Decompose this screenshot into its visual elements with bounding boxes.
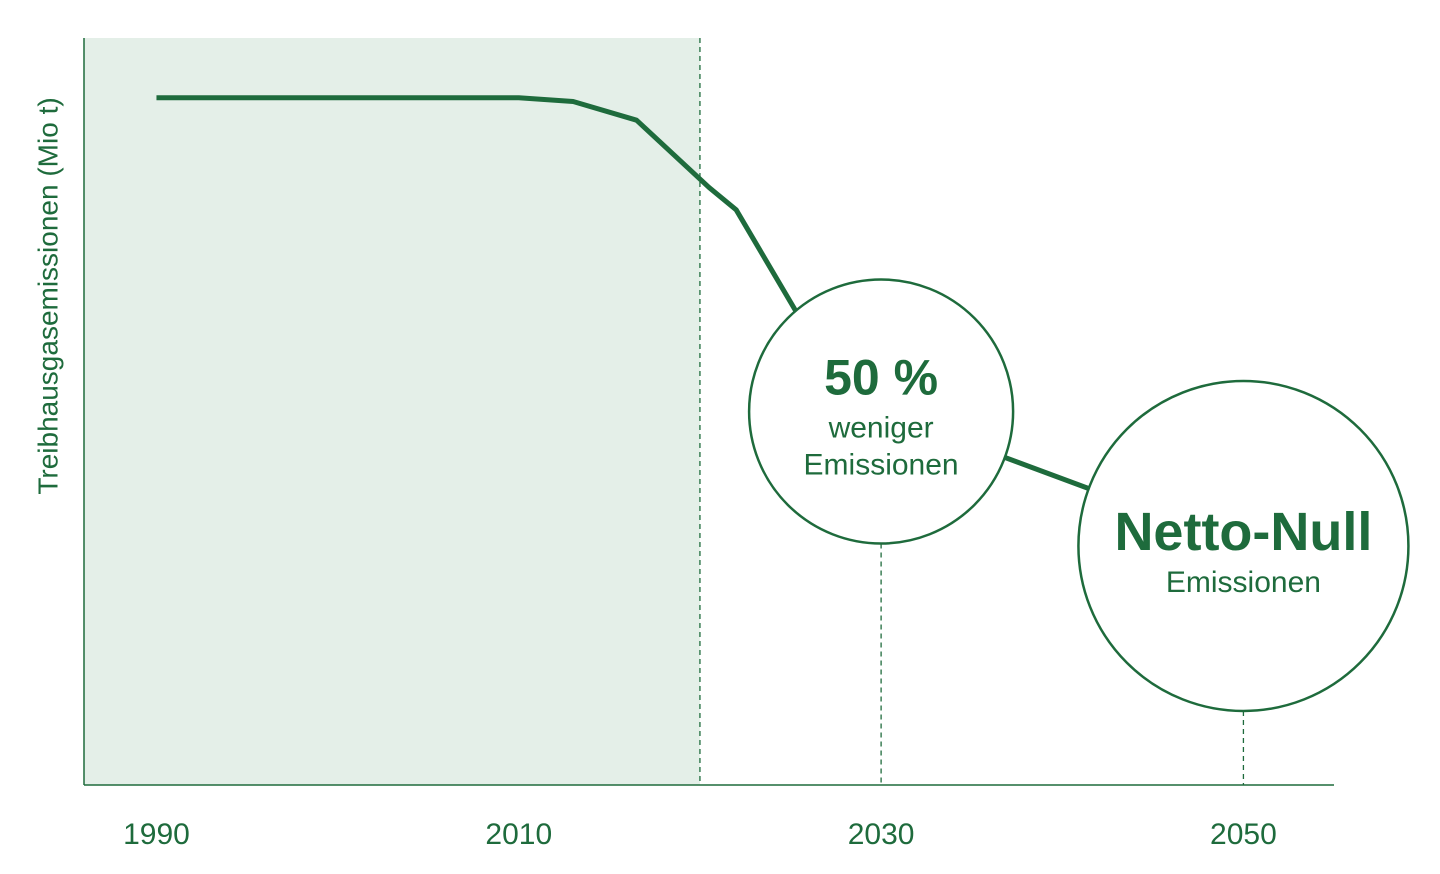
target-circle: [747, 278, 1015, 545]
target-circle: [1077, 379, 1410, 713]
x-tick-label: 2010: [485, 818, 552, 851]
target-text: weniger: [828, 411, 934, 444]
target-text: Emissionen: [1166, 566, 1321, 599]
x-tick-label: 2050: [1210, 818, 1277, 851]
y-axis-label: Treibhausgasemissionen (Mio t): [32, 97, 63, 494]
x-tick-label: 1990: [123, 818, 190, 851]
past-region: [84, 38, 700, 785]
target-text: Emissionen: [804, 448, 959, 481]
target-title: 50 %: [824, 350, 938, 406]
x-tick-label: 2030: [848, 818, 915, 851]
target-title: Netto-Null: [1114, 502, 1372, 562]
